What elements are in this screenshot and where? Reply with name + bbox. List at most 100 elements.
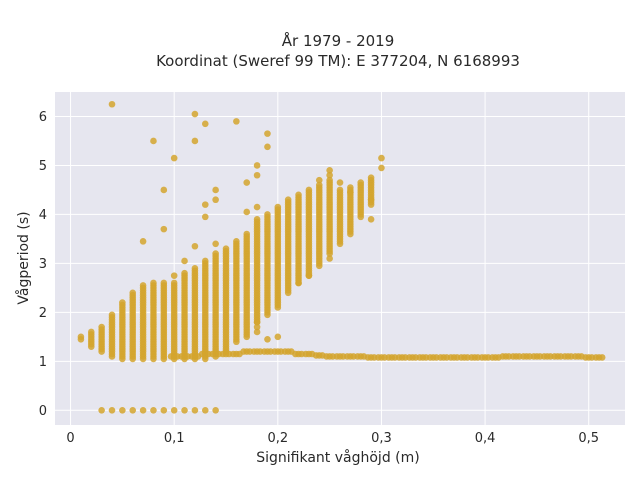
data-point [150,137,157,145]
data-point [243,230,251,238]
y-tick-label: 6 [39,110,47,125]
data-point [305,186,313,194]
data-point [378,164,385,172]
x-axis-label: Signifikant våghöjd (m) [256,449,419,466]
data-point [274,203,282,211]
data-point [264,211,271,218]
data-point [253,328,261,336]
data-point [170,279,178,287]
data-point [108,407,116,414]
data-point [315,262,323,270]
data-point [150,407,157,414]
data-point [181,269,188,277]
data-point [129,407,137,414]
data-point [357,213,365,221]
y-tick-label: 4 [39,208,47,223]
data-point [191,407,199,414]
y-tick-label: 0 [39,404,47,419]
data-point [98,323,105,331]
x-tick-label: 0,3 [371,431,392,446]
data-point [326,167,333,174]
data-point [326,176,333,184]
data-point [201,201,209,208]
data-point [264,130,271,137]
data-point [129,289,137,297]
chart-title-line1: År 1979 - 2019 [282,31,395,50]
data-point [222,245,230,253]
y-tick-label: 2 [39,306,47,321]
data-point [295,191,302,199]
x-tick-label: 0,4 [475,431,496,446]
data-point [191,110,199,118]
data-point [357,179,365,186]
data-point [212,250,219,257]
data-point [108,100,116,108]
data-point [191,264,199,272]
data-point [295,279,302,287]
data-point [201,120,209,128]
data-point [598,354,606,361]
x-tick-label: 0,2 [267,431,288,446]
x-tick-label: 0,5 [578,431,599,446]
data-point [243,179,251,186]
data-point [233,118,240,125]
data-point [284,196,292,204]
data-point [233,238,240,245]
data-point [98,407,105,414]
data-point [139,238,147,245]
data-point [274,333,282,341]
data-point [315,181,323,189]
data-point [201,213,209,221]
data-point [253,318,261,326]
data-point [108,311,116,319]
y-tick-label: 5 [39,159,47,174]
data-point [201,257,209,265]
data-point [77,333,85,341]
data-point [253,323,261,331]
data-point [305,272,313,279]
data-point [160,279,168,287]
data-point [253,171,261,179]
data-point [191,242,199,250]
data-point [315,176,323,184]
data-point [181,407,188,414]
data-point [253,216,261,223]
data-point [264,143,271,151]
data-point [212,186,219,194]
y-axis-ticks: 0 1 2 3 4 5 6 [39,110,47,419]
data-point [212,407,219,414]
data-point [160,225,168,233]
data-point [139,282,147,289]
x-axis-ticks: 0 0,1 0,2 0,3 0,4 0,5 [66,431,599,446]
data-point [243,333,251,341]
data-point [160,407,168,414]
data-point [336,179,344,186]
data-point [170,272,178,279]
y-axis-label: Vågperiod (s) [15,211,32,304]
x-tick-label: 0 [66,431,74,446]
grid-lines [55,92,625,425]
data-point [367,196,375,204]
data-point [119,299,126,306]
data-point [347,184,354,191]
data-point [160,186,168,194]
data-point [264,336,271,343]
data-point [367,174,375,181]
data-point [378,154,385,162]
data-point [201,407,209,414]
data-point [191,137,199,145]
data-point [326,255,333,262]
data-point [253,162,261,169]
data-point [284,289,292,297]
data-point [181,257,188,265]
data-point [243,208,251,216]
data-point [347,189,354,196]
data-point [170,154,178,162]
y-tick-label: 3 [39,257,47,272]
data-point [150,279,157,287]
data-point [326,171,333,179]
data-point [212,196,219,204]
data-points [77,100,606,414]
chart-title-line2: Koordinat (Sweref 99 TM): E 377204, N 61… [156,52,520,70]
